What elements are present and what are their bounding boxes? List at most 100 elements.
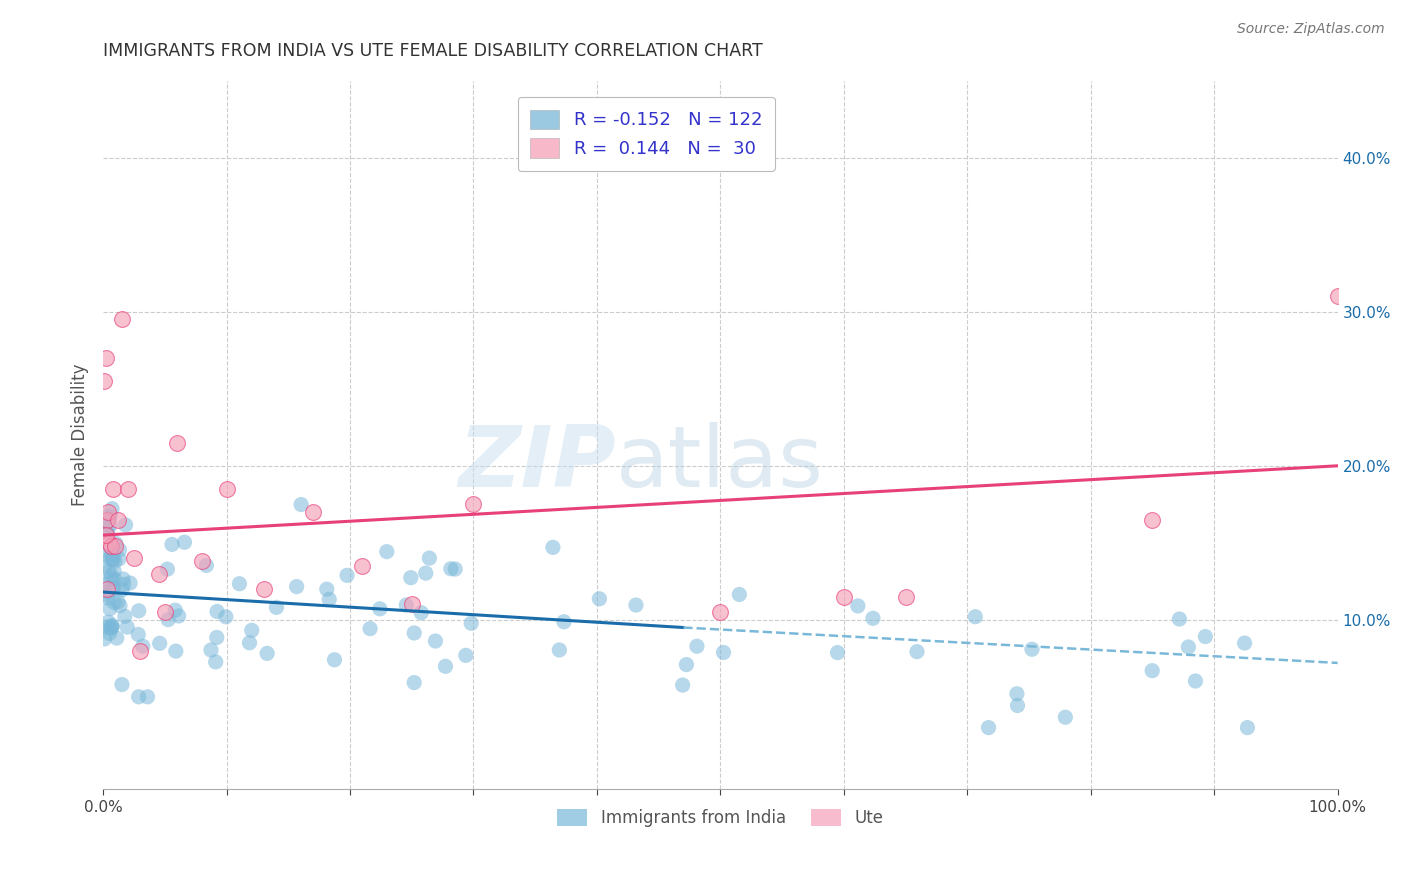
Point — [111, 677, 134, 691]
Point — [157, 613, 180, 627]
Point — [205, 605, 228, 619]
Point — [411, 606, 433, 620]
Point — [191, 554, 214, 568]
Text: atlas: atlas — [616, 422, 824, 505]
Point — [97, 505, 120, 519]
Point — [103, 581, 125, 595]
Point — [100, 568, 122, 582]
Point — [1054, 710, 1077, 724]
Point — [404, 626, 426, 640]
Point — [1005, 687, 1028, 701]
Point — [101, 618, 124, 632]
Point — [395, 598, 418, 612]
Point — [675, 657, 697, 672]
Point — [401, 598, 423, 612]
Point — [107, 513, 129, 527]
Point — [132, 639, 155, 653]
Point — [454, 648, 477, 663]
Point — [136, 690, 159, 704]
Point — [375, 544, 398, 558]
Point — [94, 528, 117, 542]
Point — [96, 513, 118, 527]
Point — [128, 604, 150, 618]
Point — [94, 525, 117, 540]
Point — [252, 582, 274, 596]
Point — [149, 636, 172, 650]
Point — [112, 572, 135, 586]
Point — [266, 600, 288, 615]
Point — [114, 609, 136, 624]
Point — [434, 659, 457, 673]
Point — [315, 582, 337, 597]
Point — [93, 374, 115, 388]
Point — [122, 551, 145, 566]
Point — [153, 605, 176, 619]
Point — [905, 645, 928, 659]
Point — [548, 643, 571, 657]
Point — [117, 620, 139, 634]
Point — [167, 609, 190, 624]
Point — [97, 524, 120, 538]
Point — [100, 539, 122, 553]
Point — [98, 536, 121, 550]
Point — [96, 620, 118, 634]
Point — [240, 624, 263, 638]
Point — [672, 678, 695, 692]
Point — [285, 580, 308, 594]
Point — [1021, 642, 1043, 657]
Point — [1007, 698, 1029, 713]
Point — [160, 537, 183, 551]
Point — [624, 598, 647, 612]
Point — [98, 518, 121, 533]
Point — [114, 517, 136, 532]
Point — [553, 615, 575, 629]
Point — [1184, 673, 1206, 688]
Point — [94, 509, 117, 524]
Point — [368, 602, 391, 616]
Point — [204, 655, 226, 669]
Point — [195, 558, 218, 573]
Point — [463, 497, 485, 511]
Point — [238, 636, 260, 650]
Legend: Immigrants from India, Ute: Immigrants from India, Ute — [551, 803, 890, 834]
Point — [100, 621, 122, 635]
Point — [101, 552, 124, 566]
Point — [894, 590, 917, 604]
Point — [107, 595, 129, 609]
Point — [96, 544, 118, 558]
Point — [686, 639, 709, 653]
Point — [97, 591, 120, 605]
Point — [1194, 630, 1216, 644]
Point — [415, 566, 437, 581]
Point — [228, 576, 250, 591]
Point — [588, 591, 610, 606]
Text: ZIP: ZIP — [458, 422, 616, 505]
Point — [93, 588, 115, 602]
Point — [215, 609, 238, 624]
Point — [827, 646, 849, 660]
Point — [418, 551, 440, 566]
Point — [148, 566, 170, 581]
Point — [1168, 612, 1191, 626]
Text: Source: ZipAtlas.com: Source: ZipAtlas.com — [1237, 22, 1385, 37]
Point — [832, 590, 855, 604]
Point — [108, 599, 131, 613]
Point — [156, 562, 179, 576]
Point — [101, 482, 124, 496]
Point — [117, 482, 139, 496]
Point — [94, 351, 117, 365]
Point — [103, 595, 125, 609]
Point — [103, 573, 125, 587]
Point — [112, 577, 135, 591]
Point — [541, 541, 564, 555]
Point — [111, 312, 134, 326]
Point — [93, 559, 115, 574]
Point — [111, 582, 134, 597]
Point — [100, 620, 122, 634]
Point — [96, 582, 118, 596]
Point — [101, 620, 124, 634]
Point — [215, 482, 238, 496]
Point — [460, 616, 482, 631]
Point — [862, 611, 884, 625]
Point — [173, 535, 195, 549]
